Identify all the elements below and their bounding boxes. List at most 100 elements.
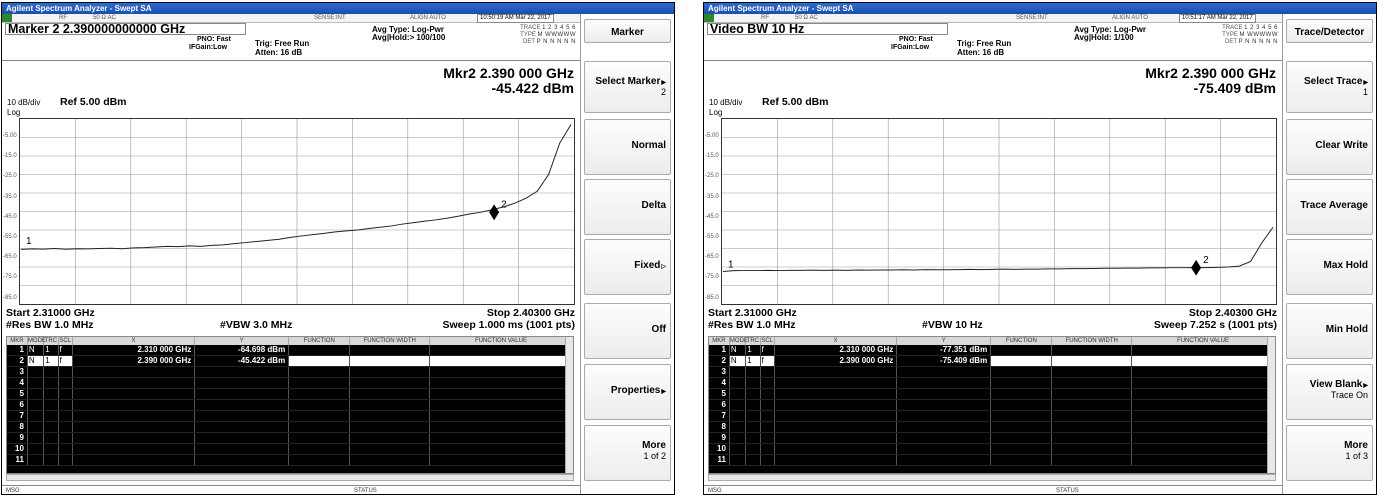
softkey-fixed[interactable]: Fixed▷ [584, 239, 671, 295]
table-cell [1131, 388, 1275, 400]
ifgain-label: IFGain:Low [891, 44, 930, 51]
table-header: X [72, 337, 196, 345]
marker-2-diamond[interactable] [489, 204, 500, 221]
table-cell [43, 366, 59, 378]
trace-numbers: 1 2 3 4 5 6 [542, 25, 576, 31]
softkey-more[interactable]: More 1 of 2 [584, 425, 671, 481]
table-header: SCL [58, 337, 73, 345]
table-cell: 7 [709, 410, 730, 422]
marker-table-row[interactable]: 2 N 1 f 2.390 000 GHz -75.409 dBm [709, 355, 1275, 367]
table-cell [429, 377, 573, 389]
marker-table-row[interactable]: 5 [7, 388, 573, 400]
table-cell [288, 377, 351, 389]
marker-table-row[interactable]: 10 [709, 443, 1275, 455]
softkey-label: Clear Write [1315, 140, 1368, 151]
softkey-max-hold[interactable]: Max Hold [1286, 239, 1373, 295]
menu-title: Marker [584, 19, 671, 43]
table-header: FUNCTION [990, 337, 1053, 345]
marker-table-row[interactable]: 7 [7, 410, 573, 422]
table-cell [896, 410, 992, 422]
table-cell [1051, 345, 1133, 356]
table-cell [349, 388, 431, 400]
table-header: MKR [7, 337, 28, 345]
table-cell [760, 388, 775, 400]
y-tick-label: -85.0 [3, 294, 17, 301]
softkey-off[interactable]: Off [584, 303, 671, 359]
impedance-label: 50 Ω AC [795, 15, 818, 21]
table-cell [729, 432, 747, 444]
marker-table-row[interactable]: 7 [709, 410, 1275, 422]
table-cell: -75.409 dBm [896, 355, 992, 367]
table-vertical-scrollbar[interactable] [565, 337, 573, 473]
table-cell [288, 399, 351, 411]
table-cell: 3 [7, 366, 28, 378]
table-cell [58, 432, 73, 444]
softkey-normal[interactable]: Normal [584, 119, 671, 175]
table-cell: f [760, 345, 775, 356]
marker-table-row[interactable]: 4 [709, 377, 1275, 389]
table-cell: 4 [7, 377, 28, 389]
softkey-properties[interactable]: Properties▶ [584, 364, 671, 420]
marker-table-row[interactable]: 2 N 1 f 2.390 000 GHz -45.422 dBm [7, 355, 573, 367]
table-cell [429, 454, 573, 466]
marker-table-row[interactable]: 6 [7, 399, 573, 411]
marker-table-row[interactable]: 3 [7, 366, 573, 378]
marker-1-tag: 1 [728, 259, 734, 270]
softkey-select-trace[interactable]: Select Trace▶ 1 [1286, 61, 1373, 113]
y-tick-label: -65.0 [705, 254, 719, 261]
marker-table-row[interactable]: 4 [7, 377, 573, 389]
y-tick-label: -55.0 [705, 234, 719, 240]
table-header: FUNCTION [288, 337, 351, 345]
marker-table-row[interactable]: 11 [7, 454, 573, 466]
marker-table-row[interactable]: 9 [709, 432, 1275, 444]
det-label: DET [1225, 39, 1237, 45]
y-tick-label: -65.0 [3, 254, 17, 261]
table-cell [1131, 443, 1275, 455]
active-function-label[interactable]: Video BW 10 Hz [707, 23, 948, 35]
table-horizontal-scrollbar[interactable] [6, 474, 574, 481]
marker-table-row[interactable]: 10 [7, 443, 573, 455]
marker-table-row[interactable]: 1 N 1 f 2.310 000 GHz -77.351 dBm [709, 345, 1275, 356]
table-horizontal-scrollbar[interactable] [708, 474, 1276, 481]
softkey-label: View Blank [1309, 379, 1363, 390]
table-cell [429, 345, 573, 356]
table-cell [194, 388, 290, 400]
marker-2-diamond[interactable] [1191, 259, 1202, 276]
active-function-label[interactable]: Marker 2 2.390000000000 GHz [5, 23, 246, 35]
type-values: M WWWWW [537, 32, 576, 38]
marker-table-row[interactable]: 8 [709, 421, 1275, 433]
softkey-select-marker[interactable]: Select Marker▶ 2 [584, 61, 671, 113]
table-cell [288, 454, 351, 466]
table-cell [429, 443, 573, 455]
table-cell [27, 388, 45, 400]
marker-table-row[interactable]: 8 [7, 421, 573, 433]
softkey-more[interactable]: More 1 of 3 [1286, 425, 1373, 481]
table-cell [43, 454, 59, 466]
table-cell [760, 377, 775, 389]
softkey-min-hold[interactable]: Min Hold [1286, 303, 1373, 359]
softkey-view-blank[interactable]: View Blank▶ Trace On [1286, 364, 1373, 420]
softkey-delta[interactable]: Delta [584, 179, 671, 235]
marker-table-row[interactable]: 9 [7, 432, 573, 444]
table-cell [729, 421, 747, 433]
table-cell [990, 399, 1053, 411]
marker-table-row[interactable]: 1 N 1 f 2.310 000 GHz -64.698 dBm [7, 345, 573, 356]
table-cell [43, 421, 59, 433]
message-bar: MSG STATUS [2, 485, 580, 494]
table-cell [990, 366, 1053, 378]
table-cell [1131, 410, 1275, 422]
marker-table-row[interactable]: 11 [709, 454, 1275, 466]
softkey-label: Select Trace [1304, 76, 1363, 87]
table-cell: 10 [709, 443, 730, 455]
marker-table-row[interactable]: 5 [709, 388, 1275, 400]
table-cell [774, 432, 898, 444]
table-cell: N [729, 355, 747, 367]
table-cell [43, 410, 59, 422]
softkey-trace-average[interactable]: Trace Average [1286, 179, 1373, 235]
softkey-clear-write[interactable]: Clear Write [1286, 119, 1373, 175]
marker-table-row[interactable]: 6 [709, 399, 1275, 411]
table-cell: 1 [745, 345, 761, 356]
y-tick-label: -85.0 [705, 294, 719, 301]
marker-table-row[interactable]: 3 [709, 366, 1275, 378]
table-vertical-scrollbar[interactable] [1267, 337, 1275, 473]
